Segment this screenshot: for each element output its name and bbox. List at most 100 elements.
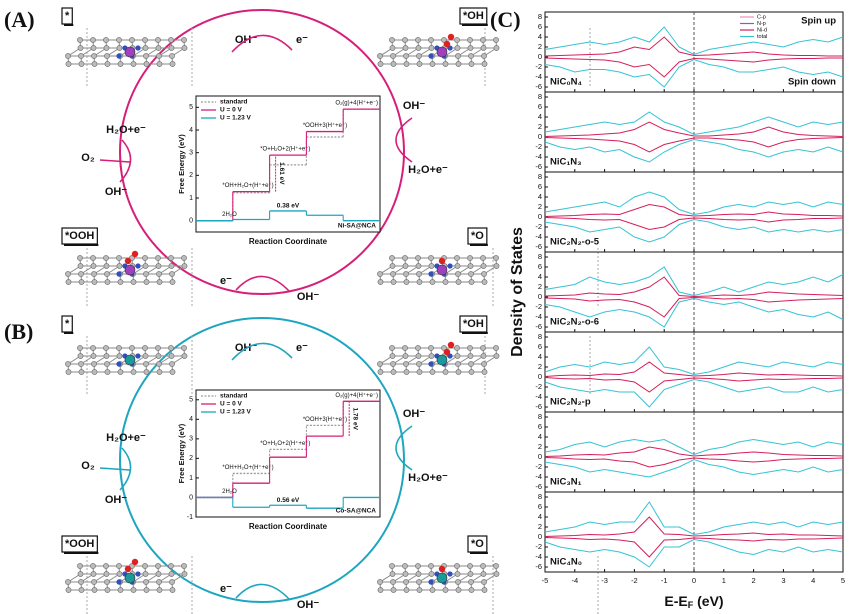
y-tick-label: 1 bbox=[189, 475, 193, 482]
y-tick-label: 6 bbox=[538, 342, 542, 351]
atom bbox=[91, 53, 97, 59]
atom bbox=[377, 53, 383, 59]
atom bbox=[390, 271, 396, 277]
y-tick-label: 0 bbox=[538, 212, 542, 221]
atom bbox=[481, 579, 487, 585]
atom bbox=[104, 53, 110, 59]
atom bbox=[103, 45, 110, 51]
atom bbox=[428, 263, 435, 269]
cycle-arrow bbox=[119, 139, 132, 183]
y-tick-label: -6 bbox=[535, 482, 542, 491]
y-tick-label: 6 bbox=[538, 182, 542, 191]
dos-curve bbox=[544, 138, 844, 163]
legend-label: U = 0 V bbox=[220, 107, 243, 114]
atom bbox=[480, 255, 486, 261]
atom bbox=[78, 361, 84, 367]
atom bbox=[429, 587, 436, 593]
x-axis-label: Reaction Coordinate bbox=[249, 237, 328, 246]
atom bbox=[416, 587, 423, 593]
atom bbox=[181, 37, 187, 43]
molecule bbox=[377, 563, 500, 593]
state-label: *O bbox=[471, 230, 484, 242]
atom bbox=[181, 255, 187, 261]
atom bbox=[142, 571, 149, 577]
species-label: H₂O+e⁻ bbox=[408, 472, 448, 484]
atom bbox=[130, 587, 137, 593]
atom bbox=[168, 263, 175, 269]
atom bbox=[480, 45, 487, 51]
y-tick-label: 2 bbox=[538, 442, 542, 451]
species-label: H₂O+e⁻ bbox=[106, 432, 146, 444]
atom bbox=[415, 263, 422, 269]
y-tick-label: 4 bbox=[538, 32, 542, 41]
atom bbox=[90, 571, 97, 577]
y-tick-label: -4 bbox=[535, 472, 542, 481]
molecule bbox=[377, 33, 500, 67]
state-label: *OOH bbox=[65, 230, 94, 242]
species-label: O₂ bbox=[81, 152, 95, 164]
metal-atom bbox=[436, 46, 448, 58]
atom bbox=[169, 579, 175, 585]
y-tick-label: 5 bbox=[189, 104, 193, 111]
y-tick-label: 5 bbox=[189, 397, 193, 404]
atom bbox=[143, 271, 149, 277]
atom bbox=[116, 255, 122, 261]
atom bbox=[78, 587, 85, 593]
atom bbox=[90, 563, 96, 569]
atom bbox=[377, 579, 383, 585]
atom bbox=[416, 579, 422, 585]
atom bbox=[493, 45, 500, 51]
atom bbox=[90, 45, 97, 51]
metal-atom bbox=[436, 354, 448, 366]
legend-label: Ni-d bbox=[757, 27, 767, 33]
x-tick-label: -1 bbox=[661, 576, 668, 585]
atom bbox=[117, 61, 124, 67]
atom bbox=[416, 61, 423, 67]
atom bbox=[103, 263, 110, 269]
atom bbox=[454, 345, 460, 351]
atom bbox=[155, 345, 161, 351]
y-tick-label: 0 bbox=[538, 372, 542, 381]
x-tick-label: 2 bbox=[752, 576, 756, 585]
state-annotation: 2H₂O bbox=[222, 212, 237, 218]
species-label: O₂ bbox=[81, 460, 95, 472]
atom bbox=[468, 579, 474, 585]
atom bbox=[78, 279, 85, 285]
atom bbox=[481, 587, 488, 593]
atom bbox=[143, 587, 150, 593]
y-tick-label: 4 bbox=[538, 272, 542, 281]
inset-frame bbox=[195, 95, 381, 233]
atom bbox=[428, 571, 435, 577]
atom bbox=[454, 263, 461, 269]
atom bbox=[116, 353, 123, 359]
atom bbox=[156, 61, 163, 67]
atom bbox=[156, 271, 162, 277]
y-tick-label: -2 bbox=[535, 222, 542, 231]
cycle-circle bbox=[119, 317, 405, 603]
cycle-arrow bbox=[235, 583, 291, 601]
y-tick-label: 6 bbox=[538, 102, 542, 111]
y-tick-label: 8 bbox=[538, 92, 542, 101]
atom bbox=[415, 255, 421, 261]
atom bbox=[429, 369, 436, 375]
y-tick-label: -2 bbox=[535, 62, 542, 71]
atom bbox=[143, 579, 149, 585]
species-label: OH⁻ bbox=[403, 408, 426, 420]
y-tick-label: -6 bbox=[535, 242, 542, 251]
atom bbox=[65, 279, 72, 285]
state-label: * bbox=[65, 318, 70, 330]
atom bbox=[130, 61, 137, 67]
y-tick-label: 2 bbox=[189, 172, 193, 179]
o-atom bbox=[124, 257, 132, 265]
y-tick-label: -2 bbox=[535, 382, 542, 391]
gap-label: 0.38 eV bbox=[277, 203, 300, 210]
atom bbox=[143, 61, 150, 67]
atom bbox=[77, 345, 83, 351]
atom bbox=[143, 53, 149, 59]
atom bbox=[78, 579, 84, 585]
n-atom bbox=[428, 361, 434, 367]
y-axis-label: Free Energy (eV) bbox=[177, 134, 186, 194]
x-tick-label: 4 bbox=[811, 576, 815, 585]
state-annotation: O₂(g)+4(H⁺+e⁻) bbox=[335, 100, 378, 107]
